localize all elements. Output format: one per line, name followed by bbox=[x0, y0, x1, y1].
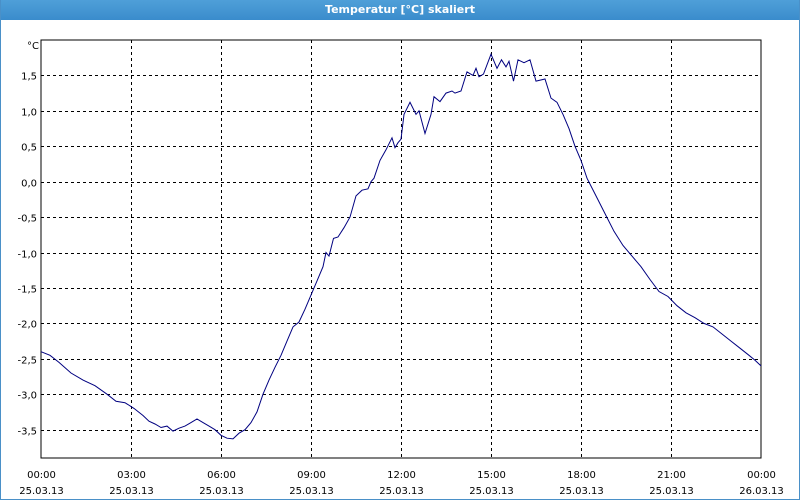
y-tick-label: 1,0 bbox=[21, 108, 37, 119]
x-tick-time-label: 18:00 bbox=[567, 470, 596, 481]
plot-area-frame bbox=[40, 39, 762, 459]
x-tick-date-label: 25.03.13 bbox=[559, 486, 604, 497]
y-tick-label: -2,5 bbox=[17, 356, 37, 367]
y-axis-unit-label: °C bbox=[27, 41, 39, 52]
y-tick-label: -1,0 bbox=[17, 250, 37, 261]
y-tick-label: -1,5 bbox=[17, 285, 37, 296]
x-tick-time-label: 06:00 bbox=[207, 470, 236, 481]
x-tick-date-label: 25.03.13 bbox=[19, 486, 64, 497]
x-tick-date-label: 25.03.13 bbox=[109, 486, 154, 497]
y-tick-label: 0,5 bbox=[21, 143, 37, 154]
x-tick-date-label: 25.03.13 bbox=[289, 486, 334, 497]
x-tick-time-label: 00:00 bbox=[27, 470, 56, 481]
x-tick-date-label: 25.03.13 bbox=[469, 486, 514, 497]
temperature-series-line bbox=[40, 52, 762, 440]
x-tick-date-label: 26.03.13 bbox=[739, 486, 784, 497]
y-tick-label: -2,0 bbox=[17, 320, 37, 331]
y-tick-label: 1,5 bbox=[21, 72, 37, 83]
chart-grid bbox=[41, 40, 761, 458]
x-axis-tick-labels: 00:00 25.03.13 03:00 25.03.13 06:00 25.03.13 0… bbox=[19, 470, 784, 497]
x-tick-date-label: 25.03.13 bbox=[199, 486, 244, 497]
x-tick-time-label: 15:00 bbox=[477, 470, 506, 481]
window-title: Temperatur [°C] skaliert bbox=[1, 0, 799, 20]
y-axis-tick-labels: 1,5 1,0 0,5 0,0 -0,5 -1,0 -1,5 -2,0 -2,5 -3,0 -3,5 bbox=[17, 72, 37, 438]
x-tick-time-label: 00:00 bbox=[747, 470, 776, 481]
x-tick-time-label: 21:00 bbox=[657, 470, 686, 481]
x-tick-time-label: 12:00 bbox=[387, 470, 416, 481]
x-tick-time-label: 09:00 bbox=[297, 470, 326, 481]
x-tick-time-label: 03:00 bbox=[117, 470, 146, 481]
y-tick-label: -0,5 bbox=[17, 214, 37, 225]
y-tick-label: 0,0 bbox=[21, 179, 37, 190]
x-tick-date-label: 25.03.13 bbox=[649, 486, 694, 497]
y-tick-label: -3,5 bbox=[17, 427, 37, 438]
y-tick-label: -3,0 bbox=[17, 391, 37, 402]
x-tick-date-label: 25.03.13 bbox=[379, 486, 424, 497]
